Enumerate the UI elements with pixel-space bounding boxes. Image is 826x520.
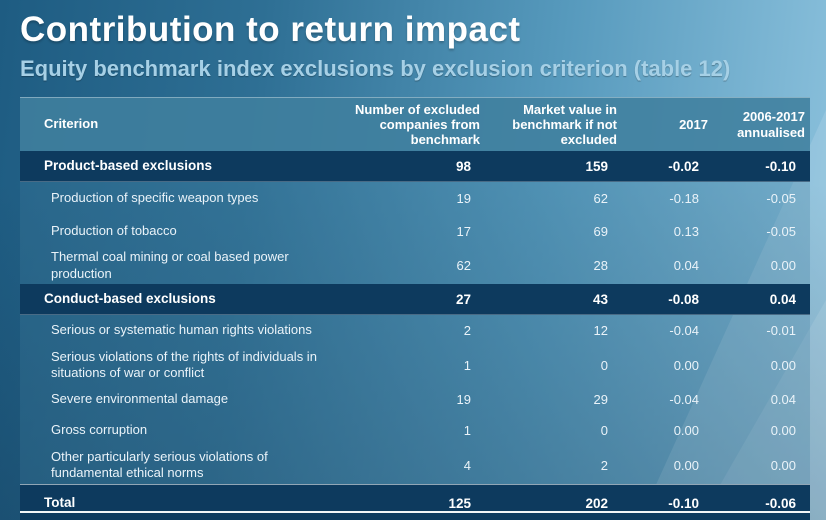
row-tobacco: Production of tobacco 17 69 0.13 -0.05: [20, 215, 810, 247]
header-2017: 2017: [679, 116, 708, 132]
value-cell: -0.08: [668, 291, 699, 307]
row-weapon-types: Production of specific weapon types 19 6…: [20, 182, 810, 215]
value-cell: 98: [455, 158, 471, 174]
value-cell: 159: [585, 158, 608, 174]
value-cell: 19: [456, 191, 471, 206]
value-cell: 43: [592, 291, 608, 307]
value-cell: -0.06: [765, 496, 796, 511]
value-cell: 1: [463, 423, 471, 438]
criterion-cell: Conduct-based exclusions: [44, 290, 216, 306]
value-cell: -0.05: [766, 223, 796, 239]
value-cell: 1: [463, 357, 471, 373]
criterion-cell: Severe environmental damage: [51, 391, 229, 407]
value-cell: -0.05: [766, 191, 796, 206]
criterion-cell: Product-based exclusions: [44, 157, 213, 173]
page-subtitle: Equity benchmark index exclusions by exc…: [20, 56, 731, 81]
value-cell: 0.00: [770, 258, 796, 273]
value-cell: 0.04: [770, 392, 796, 407]
criterion-cell: Production of tobacco: [51, 222, 177, 238]
value-cell: 0: [600, 423, 608, 438]
value-cell: 125: [448, 496, 471, 511]
value-cell: -0.04: [669, 392, 699, 407]
value-cell: -0.10: [765, 158, 796, 174]
criterion-cell: Gross corruption: [51, 422, 148, 438]
value-cell: 2: [600, 457, 608, 473]
criterion-cell: Thermal coal mining or coal based power …: [51, 249, 289, 281]
value-cell: 69: [593, 223, 608, 239]
criterion-cell: Serious violations of the rights of indi…: [51, 348, 317, 380]
value-cell: 0.04: [769, 291, 796, 307]
table-header-row: Criterion Number of excluded companies f…: [20, 97, 810, 151]
header-annualised: 2006-2017 annualised: [737, 109, 805, 140]
criterion-cell: Production of specific weapon types: [51, 190, 259, 206]
header-excluded-companies: Number of excluded companies from benchm…: [355, 101, 480, 148]
value-cell: 29: [593, 392, 608, 407]
header-criterion: Criterion: [44, 116, 99, 132]
value-cell: 27: [455, 291, 471, 307]
value-cell: -0.02: [668, 158, 699, 174]
value-cell: 28: [593, 258, 608, 273]
value-cell: 62: [593, 191, 608, 206]
value-cell: 62: [456, 258, 471, 273]
value-cell: -0.04: [669, 323, 699, 338]
value-cell: 0.00: [770, 357, 796, 373]
value-cell: 2: [463, 323, 471, 338]
value-cell: 0.00: [673, 423, 699, 438]
value-cell: 4: [463, 457, 471, 473]
value-cell: 17: [456, 223, 471, 239]
value-cell: 19: [456, 392, 471, 407]
page-title: Contribution to return impact: [20, 10, 521, 49]
value-cell: 202: [585, 496, 608, 511]
value-cell: 0.13: [673, 223, 699, 239]
criterion-cell: Serious or systematic human rights viola…: [51, 322, 312, 338]
row-total: Total 125 202 -0.10 -0.06: [20, 484, 810, 520]
row-environmental-damage: Severe environmental damage 19 29 -0.04 …: [20, 384, 810, 415]
value-cell: 0.00: [673, 357, 699, 373]
criterion-cell: Other particularly serious violations of…: [51, 448, 268, 480]
value-cell: 12: [593, 323, 608, 338]
value-cell: 0: [600, 357, 608, 373]
exclusions-table: Criterion Number of excluded companies f…: [20, 97, 810, 520]
value-cell: 0.00: [770, 423, 796, 438]
row-human-rights: Serious or systematic human rights viola…: [20, 315, 810, 346]
row-gross-corruption: Gross corruption 1 0 0.00 0.00: [20, 415, 810, 446]
value-cell: 0.00: [673, 457, 699, 473]
row-thermal-coal: Thermal coal mining or coal based power …: [20, 247, 810, 284]
value-cell: -0.01: [766, 323, 796, 338]
value-cell: 0.04: [673, 258, 699, 273]
value-cell: 0.00: [770, 457, 796, 473]
row-war-conflict: Serious violations of the rights of indi…: [20, 346, 810, 384]
row-conduct-based-exclusions: Conduct-based exclusions 27 43 -0.08 0.0…: [20, 284, 810, 315]
value-cell: -0.10: [668, 496, 699, 511]
row-product-based-exclusions: Product-based exclusions 98 159 -0.02 -0…: [20, 151, 810, 182]
criterion-cell: Total: [44, 495, 76, 511]
row-other-ethical-norms: Other particularly serious violations of…: [20, 446, 810, 484]
header-market-value: Market value in benchmark if not exclude…: [512, 101, 617, 148]
value-cell: -0.18: [669, 191, 699, 206]
